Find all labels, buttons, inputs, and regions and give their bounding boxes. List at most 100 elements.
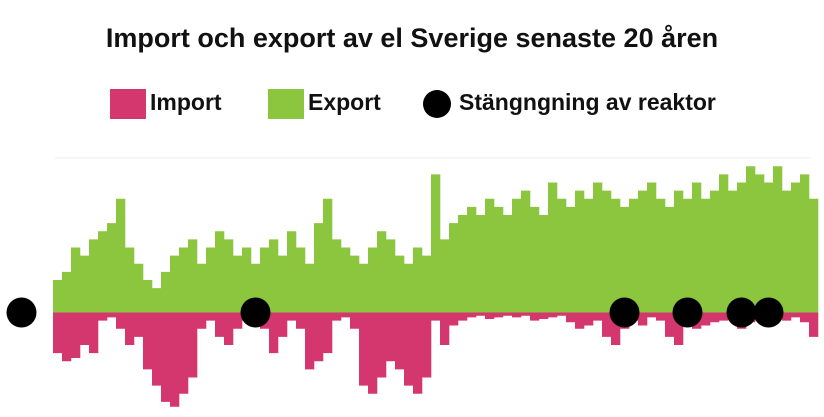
bar [395, 255, 405, 313]
plot-area [6, 166, 819, 407]
bar [224, 239, 234, 313]
bar [539, 312, 549, 319]
bar [278, 312, 288, 337]
bar [494, 312, 504, 318]
bar [377, 312, 387, 378]
bar [521, 312, 531, 316]
bar [134, 312, 144, 337]
bar [575, 312, 585, 329]
bar [530, 206, 540, 313]
reactor-closure-dot [240, 297, 271, 328]
bar [386, 239, 396, 313]
bar [179, 247, 189, 313]
bar [530, 312, 540, 321]
bar [440, 312, 450, 345]
bar [485, 198, 495, 313]
bar [359, 312, 369, 386]
bar [665, 312, 675, 337]
bar [287, 312, 297, 321]
bar [71, 312, 81, 358]
bar [62, 312, 72, 362]
bar [467, 206, 477, 313]
bar [332, 239, 342, 313]
bar [539, 215, 549, 313]
bar [746, 166, 756, 313]
legend-swatch [110, 89, 146, 119]
bar [566, 312, 576, 323]
bar [134, 263, 144, 313]
bar [260, 247, 270, 313]
bar [584, 198, 594, 313]
bar [485, 312, 495, 319]
bar [206, 312, 216, 321]
bar [656, 312, 666, 321]
bar [314, 312, 324, 362]
bar [602, 190, 612, 313]
bar [215, 312, 225, 337]
bar [341, 247, 351, 313]
bar [215, 231, 225, 313]
bar [674, 190, 684, 313]
bar [764, 182, 774, 313]
bar [71, 247, 81, 313]
bar [269, 239, 279, 313]
bar [629, 198, 639, 313]
bar [593, 182, 603, 313]
bar [152, 312, 162, 386]
bar [323, 312, 333, 354]
bar [800, 312, 810, 323]
bar [287, 231, 297, 313]
bar [359, 263, 369, 313]
bar [566, 206, 576, 313]
bar [143, 280, 153, 313]
bar [737, 182, 747, 313]
bar [350, 255, 360, 313]
bar [170, 312, 180, 407]
bar [503, 215, 513, 313]
bar [611, 312, 621, 345]
bar [368, 312, 378, 394]
bar [638, 312, 648, 326]
bar [89, 239, 99, 313]
bar [107, 312, 117, 318]
bar [719, 312, 729, 321]
chart-title: Import och export av el Sverige senaste … [106, 23, 718, 53]
bar [323, 198, 333, 313]
bar [557, 198, 567, 313]
bar [206, 247, 216, 313]
bar [368, 247, 378, 313]
bar [395, 312, 405, 370]
bar [440, 239, 450, 313]
bar [809, 198, 819, 313]
bar [575, 190, 585, 313]
bar [197, 263, 207, 313]
legend-swatch [268, 89, 304, 119]
legend-label: Stängngning av reaktor [459, 89, 716, 115]
bar [431, 312, 441, 321]
bar [332, 312, 342, 321]
bar [125, 247, 135, 313]
bar [233, 312, 243, 329]
bar [161, 271, 171, 313]
bar [584, 312, 594, 326]
bar [152, 288, 162, 313]
bar [602, 312, 612, 337]
bar [719, 174, 729, 313]
bar [197, 312, 207, 329]
bar [314, 223, 324, 313]
bar [341, 312, 351, 318]
bar [188, 239, 198, 313]
bar [305, 263, 315, 313]
bar [350, 312, 360, 329]
bar [773, 166, 783, 313]
bar [647, 182, 657, 313]
bar [161, 312, 171, 402]
bar [413, 312, 423, 394]
bar [620, 206, 630, 313]
bar [251, 263, 261, 313]
bar [53, 280, 63, 313]
bar [125, 312, 135, 345]
bar [458, 312, 468, 321]
bar [170, 255, 180, 313]
bar [224, 312, 234, 345]
